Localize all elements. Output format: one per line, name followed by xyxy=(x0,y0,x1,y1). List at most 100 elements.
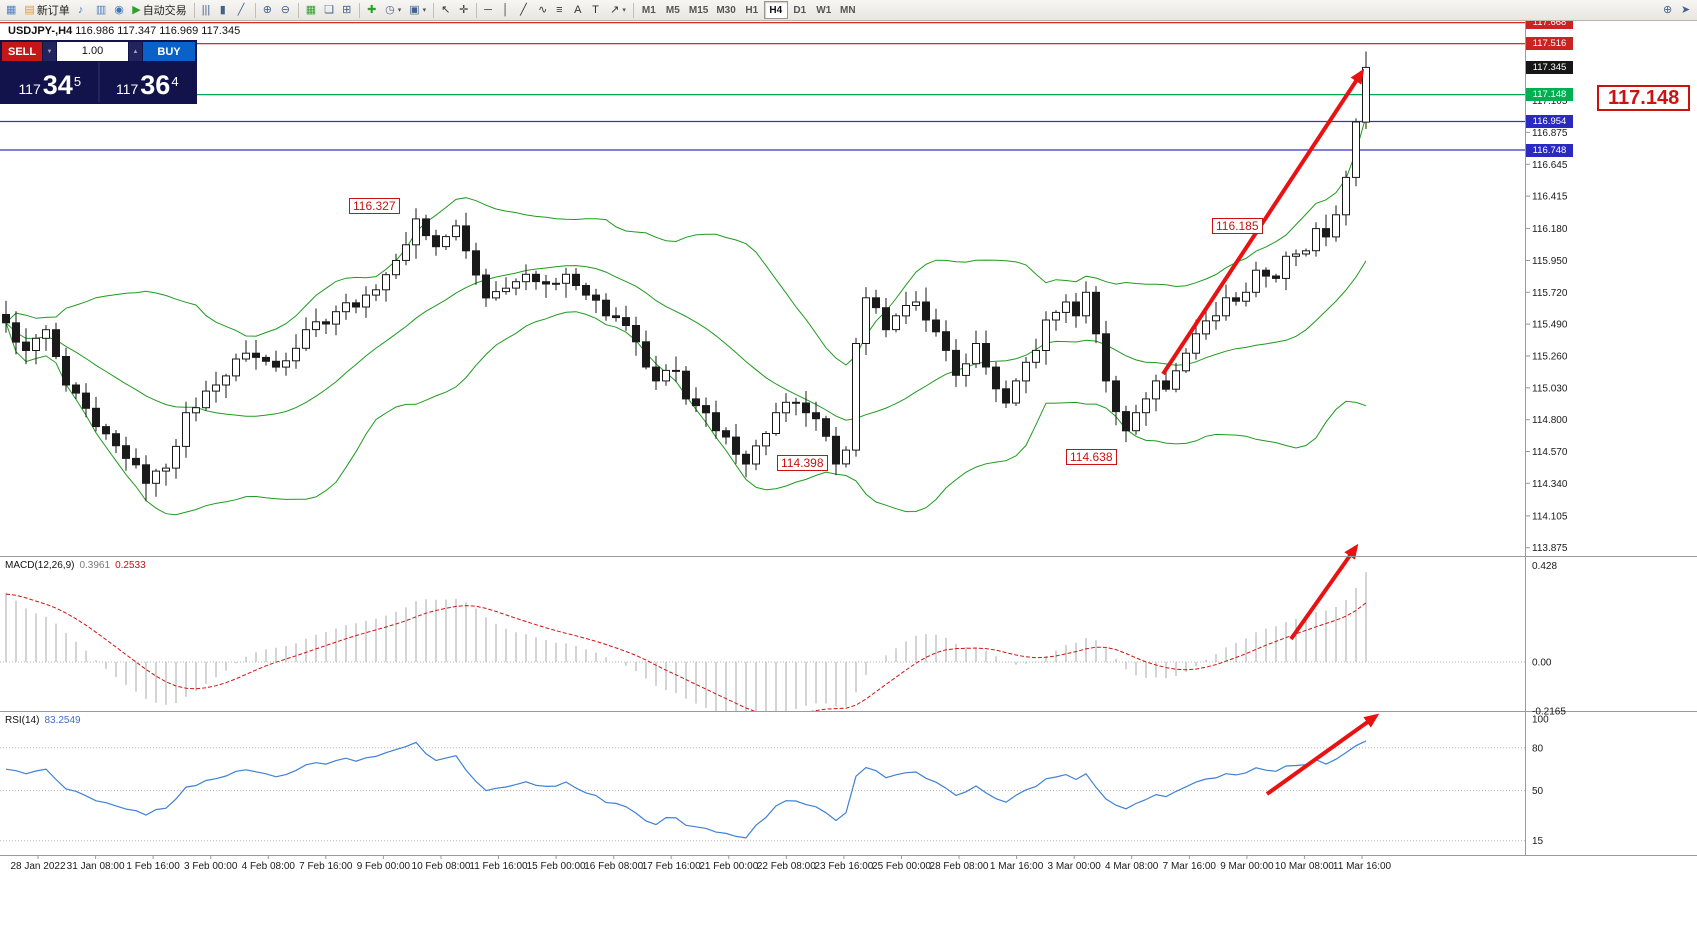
candle-body xyxy=(542,281,550,285)
candle-body xyxy=(572,273,580,286)
candle-body xyxy=(262,356,270,362)
sound-button[interactable]: ♪ xyxy=(74,1,92,19)
candle-body xyxy=(1082,291,1090,317)
timeframe-m30-button[interactable]: M30 xyxy=(712,1,739,19)
price-annotation-label[interactable]: 116.327 xyxy=(349,198,400,214)
sell-button[interactable]: SELL xyxy=(2,42,42,61)
price-tick-label: 114.105 xyxy=(1532,511,1568,522)
new-order-button[interactable]: ▤ 新订单 xyxy=(20,1,73,19)
candle-body xyxy=(522,273,530,283)
candle-body xyxy=(842,449,850,465)
trendline-button[interactable]: ╱ xyxy=(516,1,534,19)
candle-body xyxy=(32,337,40,351)
timeframe-m15-button[interactable]: M15 xyxy=(685,1,712,19)
tile-windows-button[interactable]: ▦ xyxy=(302,1,320,19)
candle-body xyxy=(952,349,960,376)
arrows-tool-button[interactable]: ↗ ▾ xyxy=(606,1,630,19)
candle-body xyxy=(1312,228,1320,252)
timeframe-w1-button[interactable]: W1 xyxy=(812,1,836,19)
timeframe-m1-button[interactable]: M1 xyxy=(637,1,661,19)
community-button[interactable]: ◉ xyxy=(110,1,128,19)
templates-icon: ▣ xyxy=(409,4,420,16)
candlestick-chart-button[interactable]: ▮ xyxy=(216,1,234,19)
tile-horizontally-button[interactable]: ⊞ xyxy=(338,1,356,19)
sell-price-display[interactable]: 117 34 5 xyxy=(2,62,98,102)
candle-body xyxy=(1072,301,1080,317)
candle-body xyxy=(1202,320,1210,335)
candle-body xyxy=(752,445,760,465)
vertical-line-button[interactable]: │ xyxy=(498,1,516,19)
rsi-indicator-label: RSI(14) 83.2549 xyxy=(5,715,81,726)
zoom-out-button[interactable]: ⊖ xyxy=(277,1,295,19)
metaeditor-button[interactable]: ▥ xyxy=(92,1,110,19)
trend-arrow-object[interactable] xyxy=(1161,68,1365,376)
equidistant-channel-button[interactable]: ∿ xyxy=(534,1,552,19)
text-label-button[interactable]: T xyxy=(588,1,606,19)
price-tick-label: 116.875 xyxy=(1532,128,1568,139)
price-annotation-label[interactable]: 114.398 xyxy=(777,455,828,471)
fibonacci-button[interactable]: ≡ xyxy=(552,1,570,19)
bar-chart-icon: ||| xyxy=(201,4,211,16)
toolbar-right-group: ⊕ ➤ xyxy=(1659,0,1695,20)
chart-window-button[interactable]: ▦ xyxy=(2,1,20,19)
cascade-windows-button[interactable]: ❏ xyxy=(320,1,338,19)
timeframe-m5-button[interactable]: M5 xyxy=(661,1,685,19)
candle-body xyxy=(942,331,950,351)
autotrading-button[interactable]: ▶ 自动交易 xyxy=(128,1,190,19)
price-tick-label: 114.570 xyxy=(1532,447,1568,458)
quick-nav-button[interactable]: ➤ xyxy=(1677,1,1695,19)
trade-panel-top-row: SELL ▼ 1.00 ▲ BUY xyxy=(2,42,195,61)
sound-icon: ♪ xyxy=(77,4,84,16)
candle-body xyxy=(82,392,90,409)
periods-button[interactable]: ◷ ▾ xyxy=(381,1,405,19)
price-tick-label: 115.490 xyxy=(1532,320,1568,331)
candle-body xyxy=(442,236,450,248)
trend-arrow-object[interactable] xyxy=(1265,713,1380,796)
timeframe-mn-button[interactable]: MN xyxy=(836,1,860,19)
fibonacci-icon: ≡ xyxy=(556,4,563,16)
target-price-label[interactable]: 117.148 xyxy=(1597,85,1691,111)
zoom-in-button[interactable]: ⊕ xyxy=(259,1,277,19)
price-annotation-label[interactable]: 114.638 xyxy=(1066,449,1117,465)
add-indicator-button[interactable]: ✚ xyxy=(363,1,381,19)
cursor-button[interactable]: ↖ xyxy=(437,1,455,19)
timeframe-h4-button[interactable]: H4 xyxy=(763,1,788,19)
crosshair-button[interactable]: ✛ xyxy=(455,1,473,19)
price-annotation-label[interactable]: 116.185 xyxy=(1212,218,1263,234)
candle-body xyxy=(332,311,340,325)
candle-body xyxy=(512,281,520,289)
candle-body xyxy=(232,358,240,377)
candle-body xyxy=(712,412,720,432)
candle-body xyxy=(902,305,910,317)
candle-body xyxy=(762,433,770,447)
line-chart-button[interactable]: ╱ xyxy=(234,1,252,19)
timeframe-d1-button[interactable]: D1 xyxy=(788,1,812,19)
tile-windows-icon: ▦ xyxy=(305,4,317,16)
volume-increase-button[interactable]: ▲ xyxy=(129,42,142,61)
candle-body xyxy=(1262,269,1270,277)
macd-main-value: 0.3961 xyxy=(79,560,111,571)
trend-arrow-object[interactable] xyxy=(1289,543,1359,641)
macd-tick-label: -0.2165 xyxy=(1532,706,1566,717)
buy-price-display[interactable]: 117 36 4 xyxy=(100,62,196,102)
volume-input[interactable]: 1.00 xyxy=(57,42,128,61)
text-icon: A xyxy=(574,4,582,16)
templates-button[interactable]: ▣ ▾ xyxy=(405,1,430,19)
price-tick-label: 116.645 xyxy=(1532,160,1568,171)
rsi-layer xyxy=(0,740,1525,842)
text-button[interactable]: A xyxy=(570,1,588,19)
bollinger-bands-layer xyxy=(5,116,1367,516)
zoom-in-icon: ⊕ xyxy=(262,4,272,16)
horizontal-line-button[interactable]: ─ xyxy=(480,1,498,19)
candle-body xyxy=(152,470,160,484)
timeframe-h1-button[interactable]: H1 xyxy=(740,1,764,19)
buy-button[interactable]: BUY xyxy=(143,42,195,61)
candle-body xyxy=(42,329,50,339)
time-axis-label: 28 Jan 2022 xyxy=(10,861,65,872)
candle-body xyxy=(692,398,700,407)
quick-search-button[interactable]: ⊕ xyxy=(1659,1,1677,19)
bar-chart-button[interactable]: ||| xyxy=(198,1,216,19)
volume-decrease-button[interactable]: ▼ xyxy=(43,42,56,61)
